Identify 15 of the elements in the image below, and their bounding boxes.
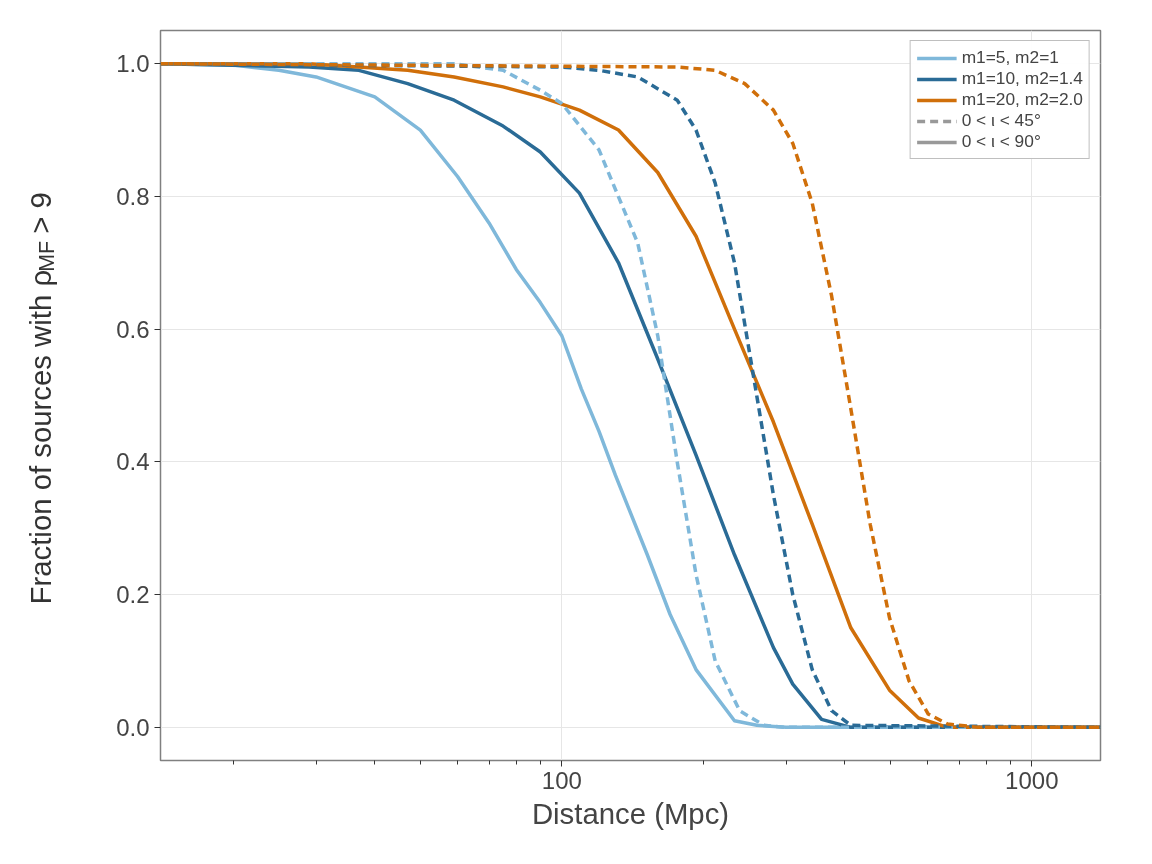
y-tick-label: 0.8 <box>116 182 150 210</box>
y-tick-label: 0.0 <box>116 713 150 741</box>
legend-label: 0 < ι < 90° <box>961 131 1041 152</box>
x-tick-label: 100 <box>541 766 582 794</box>
y-tick-label: 1.0 <box>116 50 150 78</box>
x-axis-title: Distance (Mpc) <box>531 796 730 830</box>
legend-label: m1=20, m2=2.0 <box>961 89 1083 110</box>
legend-label: 0 < ι < 45° <box>961 110 1041 131</box>
y-tick-label: 0.6 <box>116 315 150 343</box>
legend-label: m1=10, m2=1.4 <box>961 68 1083 89</box>
x-tick-label: 1000 <box>1005 766 1059 794</box>
y-tick-label: 0.4 <box>116 448 150 476</box>
y-tick-label: 0.2 <box>116 581 150 609</box>
y-axis-title: Fraction of sources with ρMF > 9 <box>24 192 59 605</box>
legend-label: m1=5, m2=1 <box>961 47 1059 68</box>
